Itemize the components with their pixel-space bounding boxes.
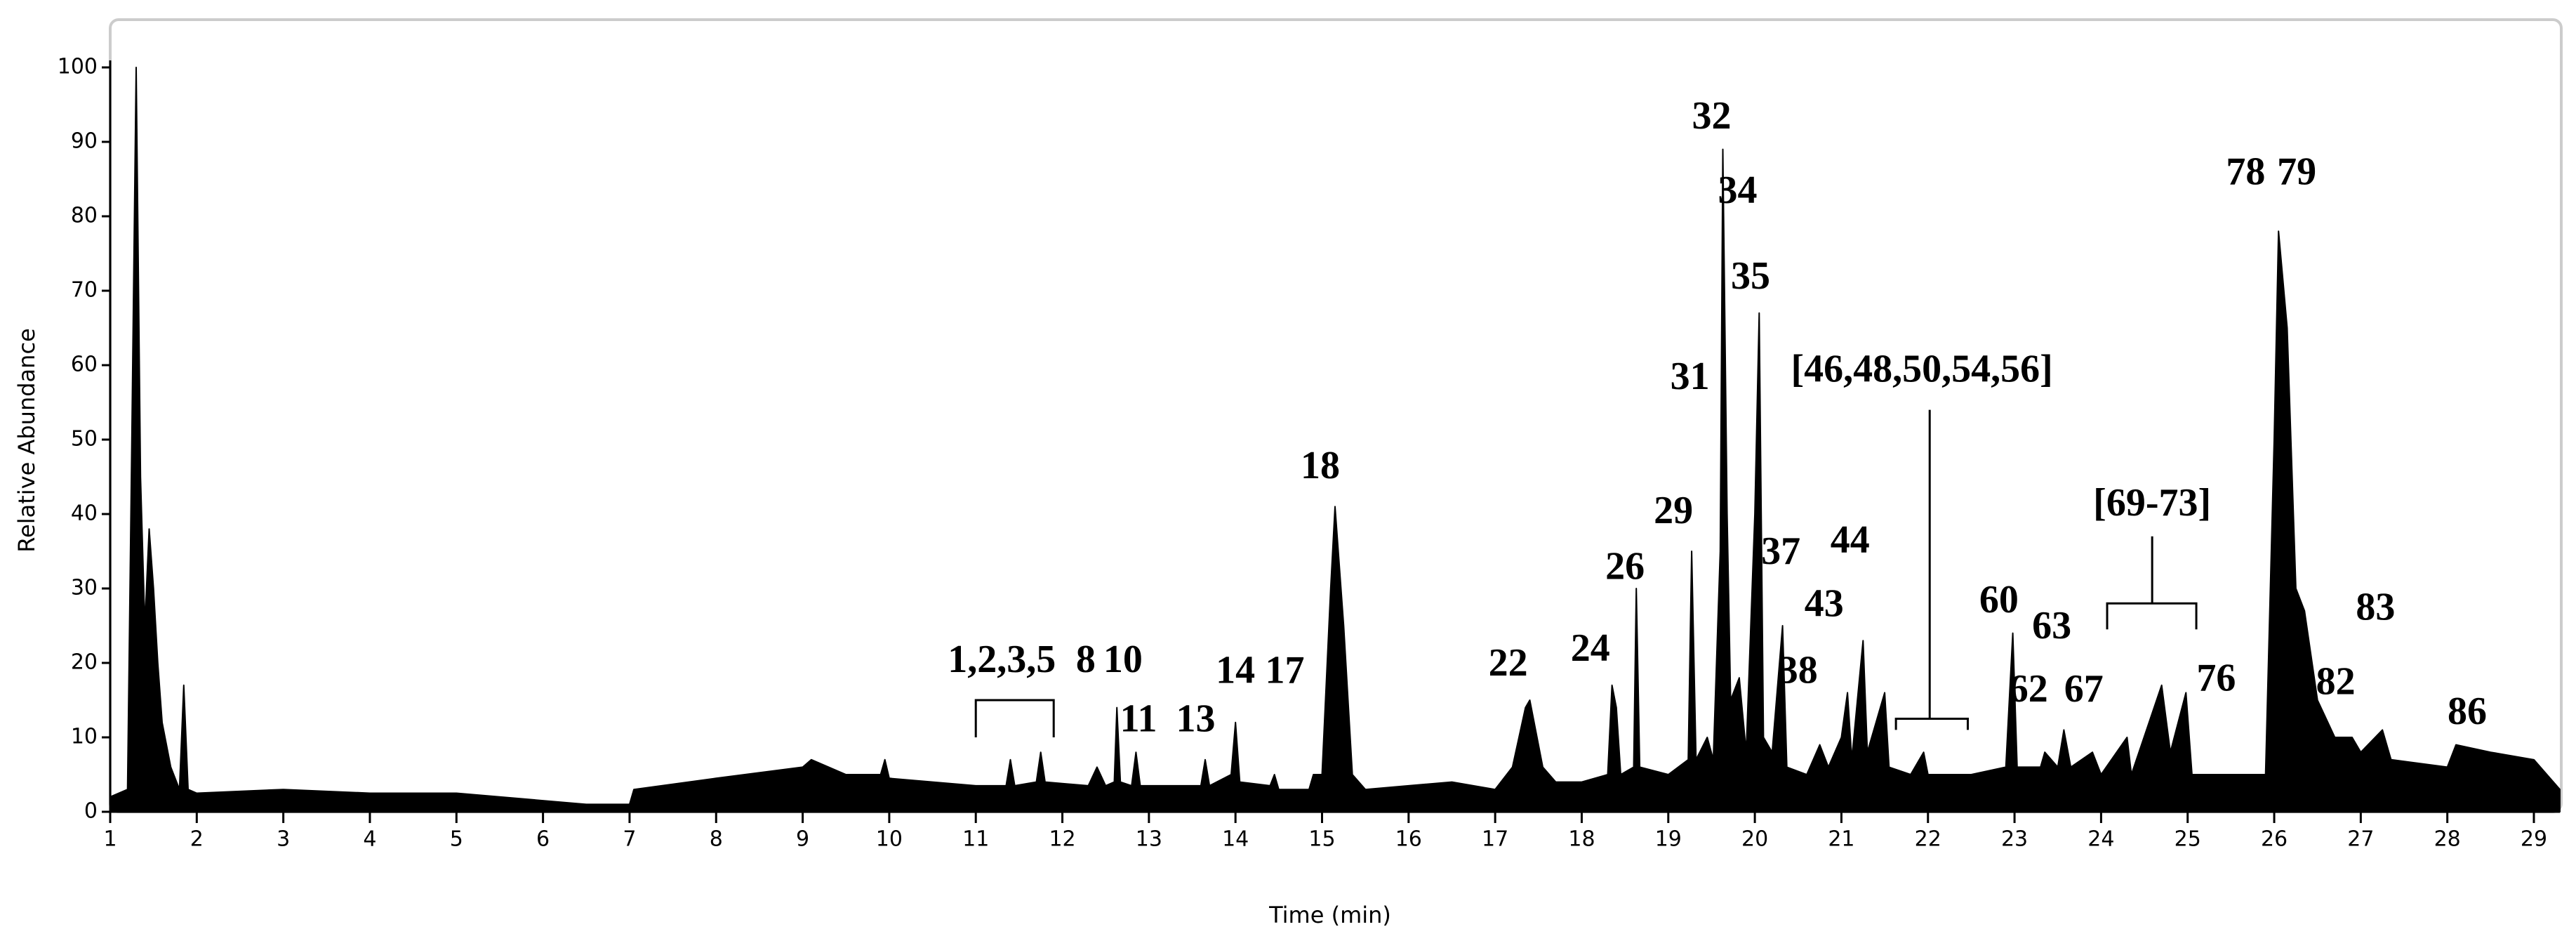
peak-label: 44 [1831,518,1870,562]
x-tick-label: 4 [363,827,376,852]
peak-label: 78 [2226,150,2265,194]
x-tick-label: 29 [2521,827,2547,852]
x-tick-label: 19 [1655,827,1682,852]
x-tick-label: 3 [277,827,290,852]
y-tick-label: 90 [71,129,98,154]
y-tick-label: 70 [71,278,98,303]
peak-bracket [1894,718,1969,730]
x-tick-label: 17 [1482,827,1508,852]
x-tick-label: 5 [450,827,463,852]
peak-label: [46,48,50,54,56] [1791,347,2052,390]
peak-label: 1,2,3,5 [948,638,1056,681]
peak-label: 37 [1761,529,1800,573]
x-axis-title: Time (min) [1268,902,1391,928]
peak-label: 29 [1654,489,1693,532]
peak-label: 43 [1805,581,1844,625]
peak-bracket [2106,602,2198,630]
peak-label: 10 [1103,638,1143,681]
y-tick-label: 0 [84,799,98,824]
y-tick-label: 20 [71,650,98,675]
x-tick-label: 8 [710,827,723,852]
peak-label: 32 [1692,94,1731,138]
peak-label: 62 [2009,667,2048,711]
x-tick-label: 9 [796,827,809,852]
peak-label: 13 [1176,697,1215,741]
x-tick-label: 25 [2175,827,2201,852]
peak-label: 14 [1216,649,1255,692]
peak-label: [69-73] [2093,481,2211,525]
peak-label: 17 [1265,649,1304,692]
x-tick-label: 14 [1222,827,1249,852]
y-tick-label: 60 [71,353,98,377]
peak-label: 79 [2277,150,2316,194]
peak-label: 60 [1979,578,2019,621]
x-tick-label: 16 [1395,827,1422,852]
peak-bracket [974,699,1055,737]
peak-label: 67 [2064,667,2104,711]
peak-label: 76 [2196,656,2236,699]
peak-label: 38 [1779,649,1818,692]
x-tick-label: 2 [190,827,204,852]
peak-label: 63 [2032,604,2071,647]
peak-label: 86 [2448,690,2487,733]
x-tick-label: 13 [1136,827,1162,852]
x-tick-label: 27 [2347,827,2374,852]
peak-label: 24 [1571,626,1610,670]
x-tick-label: 15 [1308,827,1335,852]
y-axis-title: Relative Abundance [13,328,40,552]
x-tick-label: 12 [1049,827,1075,852]
x-tick-label: 7 [623,827,636,852]
x-tick-label: 18 [1568,827,1595,852]
peak-label: 22 [1489,641,1528,685]
peak-label: 82 [2316,660,2356,704]
x-tick-label: 21 [1828,827,1854,852]
y-tick-label: 30 [71,576,98,600]
peak-label: 8 [1076,638,1096,681]
peak-label: 83 [2356,586,2395,629]
x-tick-label: 23 [2001,827,2028,852]
peak-label: 31 [1671,355,1710,398]
x-tick-label: 22 [1915,827,1941,852]
x-tick-label: 11 [962,827,989,852]
peak-label: 11 [1120,697,1157,741]
x-tick-label: 26 [2261,827,2288,852]
x-tick-label: 6 [536,827,550,852]
peak-label: 26 [1605,544,1645,588]
chromatogram-area [109,67,2561,812]
x-tick-label: 10 [876,827,903,852]
y-tick-label: 100 [58,55,98,79]
y-tick-label: 40 [71,501,98,526]
x-tick-label: 24 [2087,827,2114,852]
peak-label: 18 [1301,444,1340,487]
y-tick-label: 10 [71,725,98,749]
y-tick-label: 80 [71,204,98,228]
x-tick-label: 20 [1741,827,1768,852]
x-tick-label: 28 [2434,827,2461,852]
peak-label: 35 [1731,254,1770,298]
x-tick-label: 1 [103,827,117,852]
y-tick-label: 50 [71,427,98,452]
peak-label: 34 [1718,169,1757,212]
